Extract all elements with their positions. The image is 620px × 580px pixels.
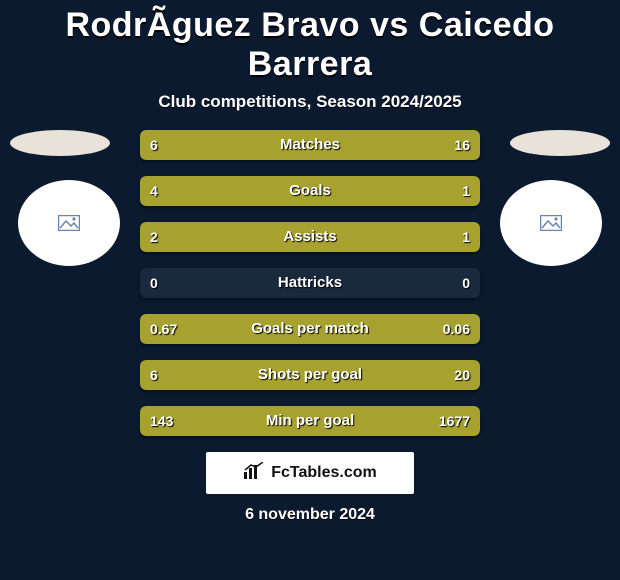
- stat-right-bar: [215, 360, 480, 390]
- logo-text: FcTables.com: [271, 464, 377, 482]
- stat-value-left: 0: [150, 268, 158, 298]
- stat-left-bar: [140, 130, 228, 160]
- stat-row: 616Matches: [140, 130, 480, 160]
- date-line: 6 november 2024: [0, 506, 620, 524]
- stat-value-right: 0: [462, 268, 470, 298]
- logo-box: FcTables.com: [206, 452, 414, 494]
- stat-right-bar: [402, 176, 480, 206]
- stat-left-bar: [140, 314, 439, 344]
- stat-row: 620Shots per goal: [140, 360, 480, 390]
- stat-left-bar: [140, 360, 215, 390]
- player-right-badge: [500, 180, 602, 266]
- stat-bars: 616Matches 41Goals 21Assists 0 0Hattricks 0.6…: [140, 130, 480, 452]
- placeholder-image-icon: [58, 215, 80, 231]
- page-subtitle: Club competitions, Season 2024/2025: [0, 92, 620, 112]
- player-right-oval: [510, 130, 610, 156]
- stat-label: Hattricks: [140, 268, 480, 298]
- stat-right-bar: [228, 130, 480, 160]
- stat-row: 1431677Min per goal: [140, 406, 480, 436]
- page-title: RodrÃ­guez Bravo vs Caicedo Barrera: [0, 6, 620, 84]
- stat-left-bar: [140, 176, 402, 206]
- stat-right-bar: [167, 406, 480, 436]
- stat-right-bar: [364, 222, 480, 252]
- stat-row: 21Assists: [140, 222, 480, 252]
- player-left-badge: [18, 180, 120, 266]
- stat-row: 0 0Hattricks: [140, 268, 480, 298]
- comparison-infographic: RodrÃ­guez Bravo vs Caicedo Barrera Club…: [0, 6, 620, 580]
- player-left-oval: [10, 130, 110, 156]
- player-right-badge-circle: [500, 180, 602, 266]
- stat-left-bar: [140, 406, 167, 436]
- stat-row: 41Goals: [140, 176, 480, 206]
- player-left-badge-circle: [18, 180, 120, 266]
- stat-left-bar: [140, 222, 364, 252]
- stat-row: 0.670.06Goals per match: [140, 314, 480, 344]
- chart-icon: [243, 462, 265, 485]
- placeholder-image-icon: [540, 215, 562, 231]
- stat-right-bar: [439, 314, 480, 344]
